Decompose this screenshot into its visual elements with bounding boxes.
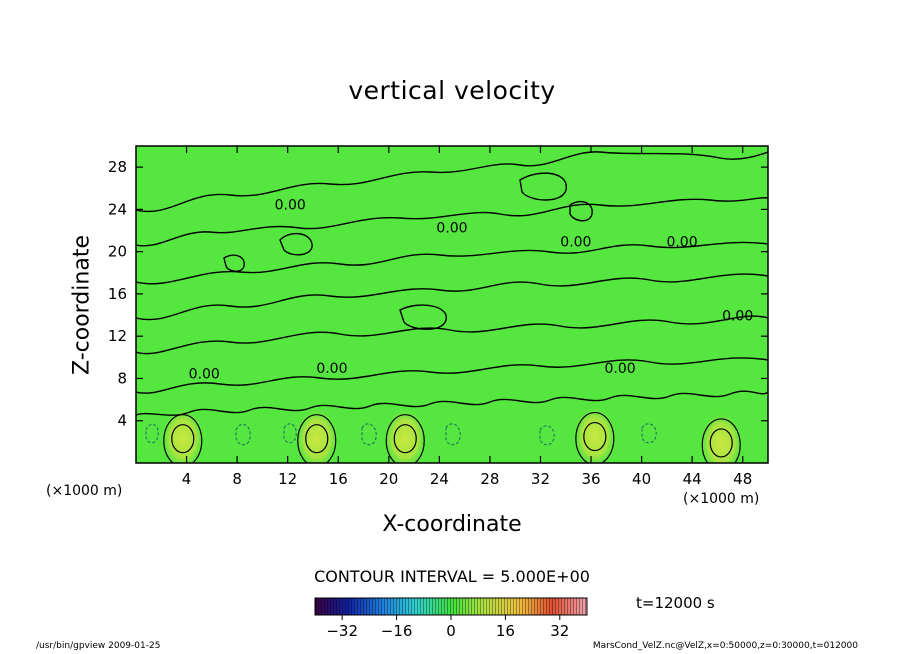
x-axis-label: X-coordinate bbox=[382, 512, 522, 537]
colorbar-tick-label: 0 bbox=[446, 622, 456, 640]
x-tick-label: 32 bbox=[531, 470, 550, 488]
x-tick-label: 36 bbox=[581, 470, 600, 488]
updraft-outer-contour bbox=[575, 411, 615, 463]
plot-frame bbox=[135, 145, 769, 464]
contour-lines bbox=[136, 151, 768, 416]
colorbar-tick-label: 16 bbox=[496, 622, 515, 640]
colorbar: −32 −16 0 16 32 bbox=[314, 597, 588, 640]
x-unit-label: (×1000 m) bbox=[683, 491, 760, 507]
updraft-outer-contour bbox=[163, 414, 203, 463]
y-tick-label: 28 bbox=[108, 158, 127, 176]
contour-label: 0.00 bbox=[316, 361, 347, 377]
y-tick-label: 24 bbox=[108, 200, 127, 218]
footer-file-info: MarsCond_VelZ.nc@VelZ,x=0:50000,z=0:3000… bbox=[592, 641, 858, 651]
footer-program-date: /usr/bin/gpview 2009-01-25 bbox=[36, 641, 161, 651]
updraft-core bbox=[699, 410, 744, 463]
time-label: t=12000 s bbox=[636, 594, 715, 612]
contour-label: 0.00 bbox=[722, 308, 753, 324]
x-tick-label: 12 bbox=[278, 470, 297, 488]
updraft-outer-contour bbox=[385, 414, 425, 463]
updraft-core bbox=[294, 406, 339, 463]
x-tick-label: 44 bbox=[683, 470, 702, 488]
contour-label: 0.00 bbox=[560, 234, 591, 250]
chart-title: vertical velocity bbox=[348, 76, 556, 105]
contour-label: 0.00 bbox=[605, 361, 636, 377]
plot-area bbox=[136, 146, 768, 463]
contour-interval-label: CONTOUR INTERVAL = 5.000E+00 bbox=[314, 567, 590, 586]
y-tick-label: 12 bbox=[108, 327, 127, 345]
updraft-core-contour bbox=[583, 421, 607, 452]
updraft-outer-contour bbox=[297, 414, 337, 463]
x-tick-label: 48 bbox=[733, 470, 752, 488]
contour-label: 0.00 bbox=[189, 366, 220, 382]
updraft-core-contour bbox=[393, 424, 417, 454]
y-tick-label: 20 bbox=[108, 243, 127, 261]
negative-contours bbox=[145, 423, 657, 446]
colorbar-tick-label: −32 bbox=[326, 622, 358, 640]
updraft-core bbox=[160, 406, 205, 463]
updraft-core-contour bbox=[709, 428, 733, 458]
z-unit-label: (×1000 m) bbox=[46, 483, 123, 499]
y-tick-label: 8 bbox=[117, 369, 127, 387]
updraft-core bbox=[383, 406, 428, 463]
y-axis-label: Z-coordinate bbox=[69, 235, 95, 375]
updraft-core-contour bbox=[171, 424, 195, 454]
updraft-core-contour bbox=[305, 424, 329, 454]
x-tick-label: 20 bbox=[379, 470, 398, 488]
updraft-outer-contour bbox=[701, 418, 741, 463]
x-tick-label: 40 bbox=[632, 470, 651, 488]
contour-label: 0.00 bbox=[275, 197, 306, 213]
updraft-core bbox=[572, 404, 617, 463]
contour-label: 0.00 bbox=[436, 221, 467, 237]
x-tick-label: 28 bbox=[480, 470, 499, 488]
y-tick-label: 4 bbox=[117, 412, 127, 430]
x-tick-label: 4 bbox=[182, 470, 192, 488]
contour-label: 0.00 bbox=[666, 234, 697, 250]
colorbar-tick-label: 32 bbox=[550, 622, 569, 640]
y-tick-label: 16 bbox=[108, 285, 127, 303]
x-tick-label: 16 bbox=[329, 470, 348, 488]
x-tick-label: 8 bbox=[232, 470, 242, 488]
x-tick-label: 24 bbox=[430, 470, 449, 488]
colorbar-tick-label: −16 bbox=[381, 622, 413, 640]
